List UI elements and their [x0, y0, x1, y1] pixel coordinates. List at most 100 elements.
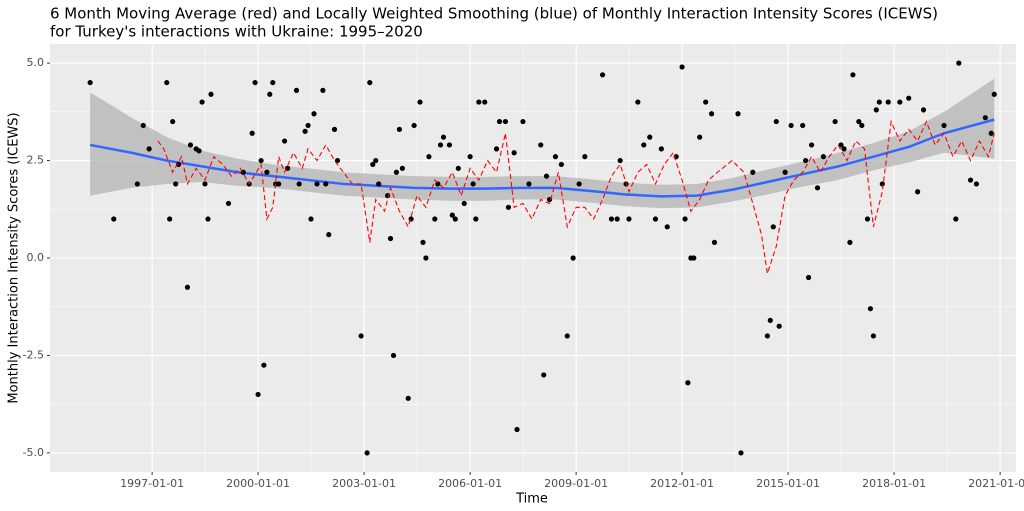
point: [856, 118, 862, 125]
point: [111, 216, 117, 222]
point: [455, 165, 461, 171]
chart-subtitle: for Turkey's interactions with Ukraine: …: [50, 23, 423, 41]
point: [199, 99, 205, 105]
point: [496, 118, 503, 125]
point: [376, 181, 382, 187]
point: [876, 99, 882, 105]
point: [331, 126, 338, 132]
point: [564, 333, 570, 339]
point: [364, 450, 370, 456]
point: [267, 91, 273, 97]
point: [526, 181, 532, 187]
point: [558, 161, 564, 168]
point: [323, 181, 329, 187]
point: [697, 134, 703, 140]
point: [399, 165, 406, 171]
point: [814, 185, 821, 191]
point: [208, 91, 214, 97]
point: [411, 122, 417, 129]
point: [435, 181, 441, 187]
point: [196, 148, 202, 154]
point: [258, 157, 264, 164]
point: [967, 177, 974, 183]
point: [617, 157, 623, 164]
point: [261, 362, 267, 368]
point: [805, 274, 812, 281]
point: [390, 352, 397, 359]
point: [264, 169, 270, 175]
point: [682, 216, 688, 222]
y-axis-title: Monthly Interaction Intensity Scores (IC…: [7, 112, 22, 403]
point: [446, 142, 453, 148]
point: [173, 181, 179, 187]
point: [202, 181, 208, 187]
point: [764, 333, 770, 339]
confidence-band: [90, 78, 995, 209]
point: [514, 426, 520, 433]
point: [482, 99, 488, 105]
point: [599, 72, 606, 78]
point: [187, 142, 194, 148]
point: [276, 181, 282, 187]
x-axis-title: Time: [515, 492, 548, 507]
point: [788, 122, 794, 129]
point: [770, 224, 776, 230]
point: [915, 189, 921, 195]
point: [679, 64, 685, 70]
point: [373, 157, 379, 164]
point: [326, 232, 332, 238]
point: [838, 142, 844, 148]
point: [897, 99, 903, 105]
point: [685, 380, 691, 386]
point: [608, 216, 615, 222]
point: [308, 216, 314, 222]
moving-average-line: [157, 119, 995, 274]
point: [820, 154, 826, 160]
point: [941, 122, 947, 129]
point: [146, 146, 152, 152]
point: [225, 200, 232, 207]
point: [467, 154, 473, 160]
point: [973, 181, 980, 187]
x-tick-label: 2021-01-01: [968, 477, 1024, 490]
point: [750, 169, 756, 175]
y-tick-label: -5.0: [23, 446, 44, 459]
point: [703, 99, 709, 105]
point: [293, 87, 300, 93]
point: [440, 134, 447, 140]
point: [635, 99, 641, 105]
point: [867, 306, 874, 312]
point: [408, 216, 414, 222]
x-tick-label: 2012-01-01: [650, 477, 714, 490]
point: [205, 216, 211, 222]
point: [541, 372, 547, 378]
x-tick-label: 1997-01-01: [120, 477, 184, 490]
point: [296, 181, 302, 187]
point: [870, 333, 877, 339]
point: [738, 450, 744, 456]
point: [552, 154, 559, 160]
point: [167, 216, 173, 222]
marks: [87, 60, 997, 456]
point: [461, 200, 467, 207]
point: [885, 99, 891, 105]
point: [614, 216, 620, 222]
chart-title: 6 Month Moving Average (red) and Locally…: [50, 5, 938, 23]
point: [708, 111, 715, 117]
point: [170, 118, 176, 125]
point: [281, 138, 288, 144]
point: [879, 181, 885, 187]
point: [988, 130, 994, 136]
point: [358, 333, 364, 339]
point: [334, 157, 341, 164]
point: [249, 130, 255, 136]
x-tick-label: 2006-01-01: [438, 477, 502, 490]
point: [387, 235, 394, 242]
grid: [50, 44, 1016, 472]
y-tick-label: -2.5: [23, 348, 44, 361]
point: [505, 204, 512, 210]
point: [270, 79, 276, 86]
point: [956, 60, 962, 66]
point: [420, 239, 426, 246]
